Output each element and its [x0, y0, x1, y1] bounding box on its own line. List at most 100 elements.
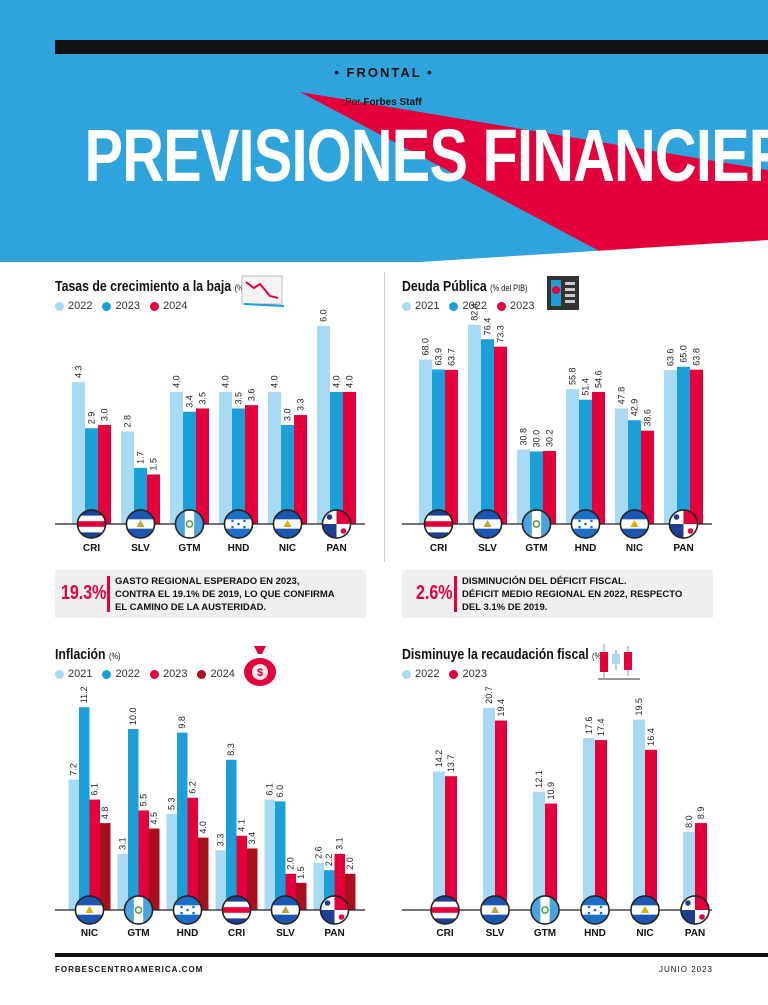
bar	[628, 420, 641, 524]
bar	[247, 848, 258, 910]
bar	[324, 870, 335, 910]
bar	[579, 399, 592, 524]
legend-item: 2022	[102, 668, 140, 680]
bar	[177, 732, 188, 910]
panel-title-inflacion: Inflación (%)	[55, 646, 121, 663]
callout-right: 2.6% DISMINUCIÓN DEL DÉFICIT FISCAL. DÉF…	[402, 570, 713, 618]
flag-icon-nic	[74, 895, 105, 925]
section-label: • FRONTAL •	[334, 65, 434, 80]
data-label: 63.6	[666, 349, 676, 367]
bar	[294, 415, 307, 524]
bar	[138, 810, 149, 910]
data-label: 9.8	[177, 716, 187, 729]
data-label: 6.1	[90, 783, 100, 796]
data-label: 4.3	[74, 366, 84, 379]
bar	[187, 797, 198, 910]
bar	[432, 369, 445, 524]
bar	[285, 873, 296, 910]
category-label: PAN	[685, 928, 705, 939]
bar	[296, 882, 307, 910]
bar	[633, 719, 645, 910]
bar	[98, 424, 111, 524]
bar	[445, 776, 457, 910]
data-label: 42.9	[630, 399, 640, 417]
data-label: 47.8	[617, 387, 627, 405]
flag-icon-slv	[480, 895, 510, 925]
footer-rule	[55, 953, 768, 957]
data-label: 17.4	[596, 719, 606, 737]
data-label: 30.8	[519, 428, 529, 446]
bar	[595, 740, 607, 910]
bar	[483, 707, 495, 910]
data-label: 63.9	[434, 348, 444, 366]
bar	[543, 450, 556, 524]
data-label: 2.9	[87, 412, 97, 425]
bar	[89, 799, 100, 910]
legend-item: 2023	[149, 668, 187, 680]
bar	[100, 823, 111, 910]
page-title: PREVISIONES FINANCIERAS	[84, 114, 768, 197]
bar	[615, 408, 628, 524]
data-label: 4.5	[149, 812, 159, 825]
flag-icon-hnd	[570, 509, 601, 539]
legend-item: 2023	[449, 668, 487, 680]
flag-icon-nic	[619, 509, 650, 539]
candlestick-icon	[598, 644, 640, 680]
bar	[147, 474, 160, 524]
bar	[664, 370, 677, 524]
category-label: CRI	[83, 543, 100, 554]
panel-title-crecimiento: Tasas de crecimiento a la baja (%)	[55, 278, 247, 295]
data-label: 10.0	[128, 707, 138, 725]
data-label: 14.2	[434, 750, 444, 768]
flag-icon-gtm	[123, 895, 154, 925]
data-label: 4.0	[172, 375, 182, 388]
callout-value: 19.3%	[61, 582, 107, 604]
data-label: 4.0	[345, 375, 355, 388]
legend-item: 2023	[496, 300, 534, 312]
category-label: HND	[228, 543, 250, 554]
bar	[645, 749, 657, 910]
panel-inflacion: Inflación (%) 2021 2022 2023 2024	[55, 646, 365, 946]
bar	[545, 803, 557, 910]
bar	[468, 324, 481, 524]
bar	[149, 828, 160, 910]
money-bag-icon: $	[244, 646, 276, 686]
data-label: 5.3	[167, 798, 177, 811]
data-label: 3.3	[296, 399, 306, 412]
flag-icon-slv	[472, 509, 503, 539]
data-label: 17.6	[584, 717, 594, 735]
data-label: 3.0	[283, 408, 293, 421]
data-label: 6.0	[275, 785, 285, 798]
flag-icon-cri	[423, 509, 454, 539]
bar	[245, 405, 258, 524]
data-label: 51.4	[581, 378, 591, 396]
data-label: 54.6	[594, 370, 604, 388]
data-label: 82.4	[470, 303, 480, 321]
data-label: 3.3	[216, 834, 226, 847]
bar	[183, 411, 196, 524]
panel-deuda: Deuda Pública (% del PIB) 2021 2022 2023	[402, 278, 712, 558]
legend-item: 2022	[449, 300, 487, 312]
byline: Por Forbes Staff	[345, 97, 422, 108]
data-label: 2.0	[345, 857, 355, 870]
category-label: PAN	[673, 543, 693, 554]
bar	[275, 801, 286, 910]
bar	[196, 408, 209, 524]
category-label: GTM	[127, 928, 149, 939]
flag-icon-nic	[272, 509, 303, 539]
data-label: 4.0	[270, 375, 280, 388]
bar	[494, 346, 507, 524]
flag-icon-cri	[221, 895, 252, 925]
bar	[481, 339, 494, 524]
data-label: 73.3	[496, 325, 506, 343]
bar	[166, 814, 177, 910]
panel-recaudacion: Disminuye la recaudación fiscal (%) 2022…	[402, 646, 712, 946]
footer-site: FORBESCENTROAMERICA.COM	[55, 965, 204, 974]
bar	[268, 391, 281, 524]
bar	[317, 325, 330, 524]
flag-icon-gtm	[174, 509, 205, 539]
legend-item: 2022	[55, 300, 92, 312]
data-label: 8.3	[226, 743, 236, 756]
data-label: 2.2	[324, 854, 334, 867]
